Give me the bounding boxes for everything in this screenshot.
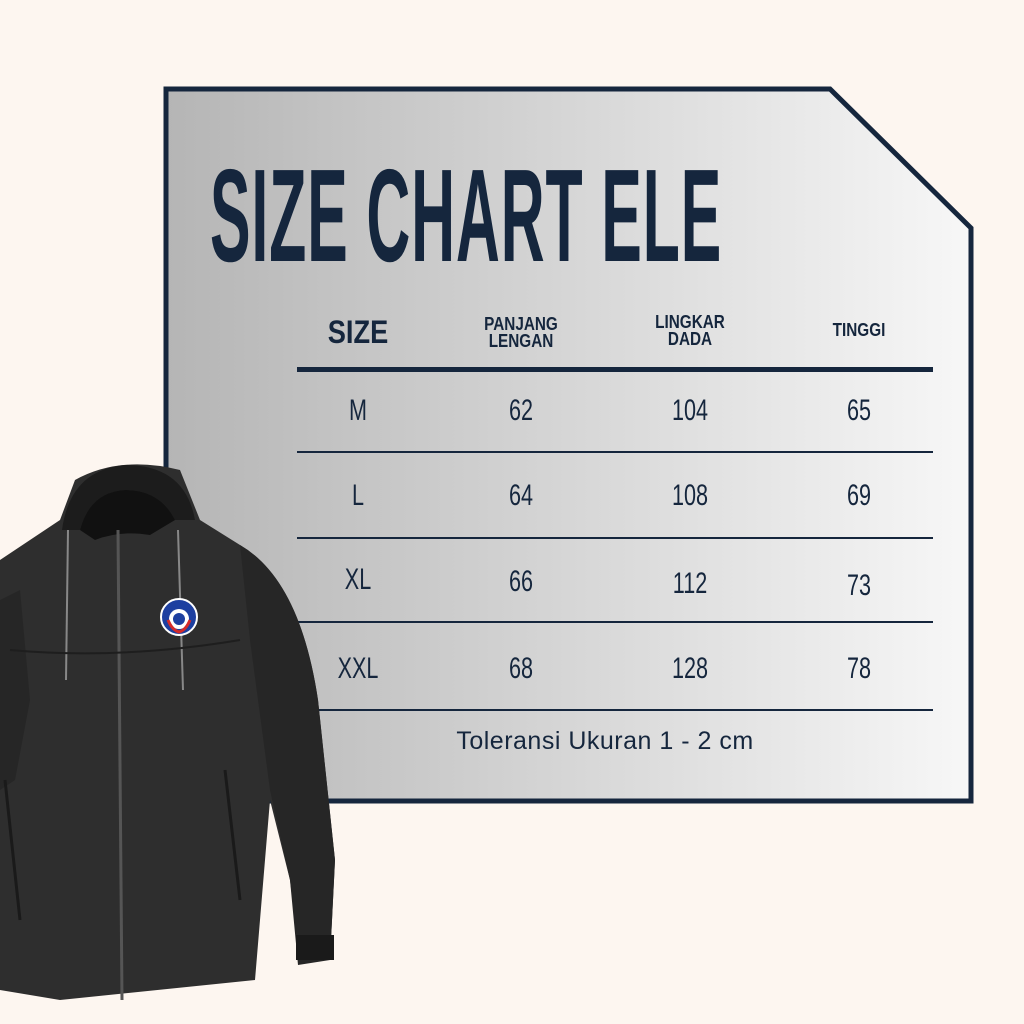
cell-panjang-lengan: 66 bbox=[508, 565, 534, 598]
cell-lingkar-dada: 108 bbox=[671, 479, 709, 512]
header-line: LINGKAR bbox=[655, 312, 725, 332]
header-divider bbox=[297, 367, 933, 372]
cell-tinggi: 73 bbox=[846, 569, 872, 602]
row-divider bbox=[297, 537, 933, 539]
header-tinggi: TINGGI bbox=[832, 320, 886, 340]
cell-panjang-lengan: 68 bbox=[508, 652, 534, 685]
cell-lingkar-dada: 112 bbox=[672, 567, 708, 600]
header-line: DADA bbox=[667, 329, 713, 349]
header-line: LENGAN bbox=[488, 331, 554, 351]
header-size: SIZE bbox=[327, 314, 389, 350]
row-divider bbox=[297, 709, 933, 711]
cell-size: XL bbox=[344, 563, 372, 596]
page-title: SIZE CHART ELE bbox=[210, 142, 723, 289]
cell-panjang-lengan: 64 bbox=[508, 479, 534, 512]
row-divider bbox=[297, 621, 933, 623]
tolerance-note: Toleransi Ukuran 1 - 2 cm bbox=[456, 727, 754, 755]
cell-tinggi: 65 bbox=[846, 394, 872, 427]
cell-panjang-lengan: 62 bbox=[508, 394, 534, 427]
header-panjang-lengan: PANJANG LENGAN bbox=[484, 314, 558, 351]
row-divider bbox=[297, 451, 933, 453]
header-line: PANJANG bbox=[484, 314, 558, 334]
cell-size: XXL bbox=[337, 652, 379, 685]
cell-size: L bbox=[351, 479, 365, 512]
cell-tinggi: 69 bbox=[846, 479, 872, 512]
jacket-image bbox=[0, 464, 335, 1001]
cell-lingkar-dada: 128 bbox=[671, 652, 709, 685]
cell-tinggi: 78 bbox=[846, 652, 872, 685]
cell-lingkar-dada: 104 bbox=[671, 394, 709, 427]
arema-fc-logo bbox=[160, 598, 198, 636]
header-lingkar-dada: LINGKAR DADA bbox=[655, 312, 725, 349]
cell-size: M bbox=[349, 394, 367, 427]
